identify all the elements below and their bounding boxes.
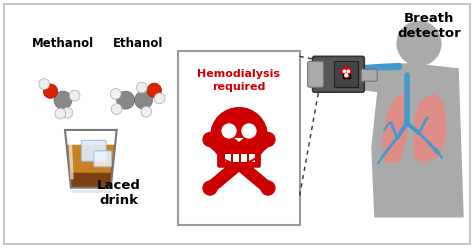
Circle shape: [62, 107, 73, 118]
FancyBboxPatch shape: [225, 154, 231, 162]
Polygon shape: [308, 63, 394, 93]
FancyBboxPatch shape: [241, 154, 247, 162]
FancyBboxPatch shape: [178, 51, 300, 225]
FancyBboxPatch shape: [4, 4, 470, 244]
Text: Breath
detector: Breath detector: [397, 12, 461, 40]
Circle shape: [261, 181, 275, 195]
Circle shape: [242, 124, 256, 138]
Circle shape: [135, 91, 153, 109]
FancyBboxPatch shape: [217, 144, 261, 168]
Text: Hemodialysis
required: Hemodialysis required: [198, 69, 281, 92]
Circle shape: [261, 132, 275, 147]
Circle shape: [110, 89, 121, 99]
Circle shape: [54, 91, 72, 109]
Polygon shape: [67, 145, 115, 188]
FancyBboxPatch shape: [343, 74, 350, 78]
Polygon shape: [234, 138, 244, 142]
Circle shape: [43, 84, 58, 98]
Circle shape: [117, 91, 135, 109]
Polygon shape: [67, 145, 115, 173]
Polygon shape: [382, 93, 409, 163]
Text: Methanol: Methanol: [32, 37, 94, 50]
Circle shape: [222, 124, 236, 138]
Circle shape: [154, 93, 165, 104]
Circle shape: [347, 70, 349, 72]
Circle shape: [69, 90, 80, 101]
FancyBboxPatch shape: [335, 61, 358, 87]
Circle shape: [55, 108, 66, 119]
Circle shape: [141, 106, 152, 117]
Text: Laced
drink: Laced drink: [97, 179, 141, 207]
FancyBboxPatch shape: [233, 154, 239, 162]
Polygon shape: [414, 93, 447, 163]
Polygon shape: [371, 63, 464, 217]
FancyBboxPatch shape: [249, 154, 255, 162]
Circle shape: [137, 82, 147, 93]
FancyBboxPatch shape: [82, 140, 106, 161]
Circle shape: [147, 83, 162, 97]
FancyBboxPatch shape: [312, 56, 365, 92]
Circle shape: [203, 132, 217, 147]
Polygon shape: [411, 63, 424, 75]
Circle shape: [111, 104, 122, 115]
FancyBboxPatch shape: [308, 61, 324, 87]
FancyBboxPatch shape: [361, 69, 377, 81]
Circle shape: [341, 67, 351, 77]
Circle shape: [345, 74, 348, 77]
Circle shape: [39, 79, 50, 89]
Circle shape: [203, 181, 217, 195]
Circle shape: [211, 108, 267, 164]
Circle shape: [343, 70, 346, 72]
Text: Ethanol: Ethanol: [113, 37, 164, 50]
Circle shape: [397, 22, 441, 65]
FancyBboxPatch shape: [94, 151, 112, 167]
